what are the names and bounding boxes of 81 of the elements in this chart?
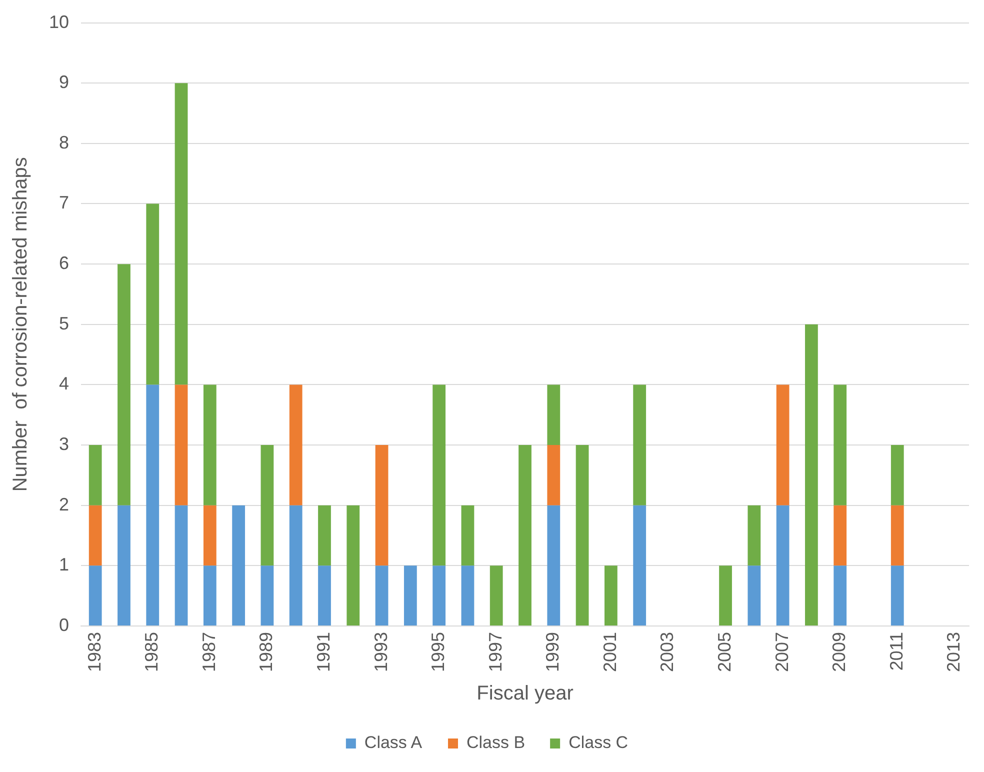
x-tick-label: 2005 xyxy=(714,632,734,672)
legend-label: Class A xyxy=(364,733,423,752)
bar xyxy=(146,204,160,385)
x-tick-label: 2001 xyxy=(600,632,620,672)
bar xyxy=(88,566,102,626)
bar xyxy=(633,505,646,626)
x-tick-label: 1993 xyxy=(370,632,391,672)
bar xyxy=(404,566,417,626)
x-axis-title: Fiscal year xyxy=(476,682,574,705)
bar xyxy=(776,505,790,626)
bar xyxy=(547,384,560,446)
x-tick-label: 1985 xyxy=(142,632,162,672)
bar xyxy=(203,566,216,626)
bar xyxy=(576,445,589,626)
bar xyxy=(633,384,646,506)
bar xyxy=(260,566,274,626)
bar xyxy=(834,566,847,626)
y-tick-label: 3 xyxy=(59,434,70,454)
bar xyxy=(88,505,102,566)
bar xyxy=(375,445,388,566)
bar xyxy=(834,384,847,506)
y-tick-label: 1 xyxy=(59,554,70,575)
y-tick-label: 5 xyxy=(59,313,70,334)
y-tick-label: 9 xyxy=(59,72,70,92)
bar xyxy=(547,445,560,506)
legend-label: Class C xyxy=(568,733,628,752)
y-tick-label: 2 xyxy=(59,494,70,514)
bar xyxy=(890,566,904,626)
x-tick-label: 1983 xyxy=(84,632,104,672)
bar xyxy=(432,566,446,626)
legend-label: Class B xyxy=(466,733,526,752)
bar xyxy=(174,384,188,506)
bar xyxy=(203,505,216,566)
bar xyxy=(890,445,904,506)
bar xyxy=(719,566,732,626)
bar xyxy=(118,264,130,506)
bar xyxy=(232,505,246,626)
x-tick-label: 1991 xyxy=(313,632,334,672)
x-tick-label: 1995 xyxy=(428,632,448,672)
y-tick-label: 7 xyxy=(59,192,70,213)
bar xyxy=(776,384,790,506)
y-tick-label: 8 xyxy=(59,132,70,152)
x-tick-label: 1997 xyxy=(485,632,506,672)
x-tick-label: 2007 xyxy=(772,632,792,672)
bar xyxy=(174,83,188,385)
bar xyxy=(289,505,302,626)
bar xyxy=(890,505,904,566)
bar xyxy=(748,505,761,566)
x-tick-label: 2009 xyxy=(829,632,850,672)
bar xyxy=(432,384,446,566)
bar xyxy=(318,505,331,566)
bar xyxy=(604,566,618,626)
x-tick-label: 1987 xyxy=(198,632,219,672)
bar xyxy=(518,445,532,626)
x-tick-label: 2003 xyxy=(657,632,678,672)
x-tick-label: 2011 xyxy=(886,632,906,671)
bar xyxy=(834,505,847,566)
y-tick-label: 4 xyxy=(59,374,70,394)
bar xyxy=(146,384,160,626)
bar xyxy=(490,566,503,626)
bar xyxy=(805,324,818,626)
bar xyxy=(748,566,761,626)
bar xyxy=(174,505,188,626)
bar xyxy=(461,566,474,626)
bar xyxy=(260,445,274,566)
y-tick-label: 6 xyxy=(59,253,70,274)
x-tick-label: 2013 xyxy=(944,632,964,672)
bar xyxy=(346,505,360,626)
x-tick-label: 1989 xyxy=(256,632,276,672)
bar xyxy=(547,505,560,626)
x-tick-label: 1999 xyxy=(542,632,563,672)
y-axis-title: Number of corrosion-related mishaps xyxy=(10,157,32,492)
bar xyxy=(88,445,102,506)
y-tick-label: 0 xyxy=(59,614,70,635)
bar xyxy=(318,566,331,626)
bar xyxy=(118,505,130,626)
bar xyxy=(375,566,388,626)
y-tick-label: 10 xyxy=(48,12,70,32)
bar xyxy=(461,505,474,566)
bar xyxy=(289,384,302,506)
bar xyxy=(203,384,216,506)
